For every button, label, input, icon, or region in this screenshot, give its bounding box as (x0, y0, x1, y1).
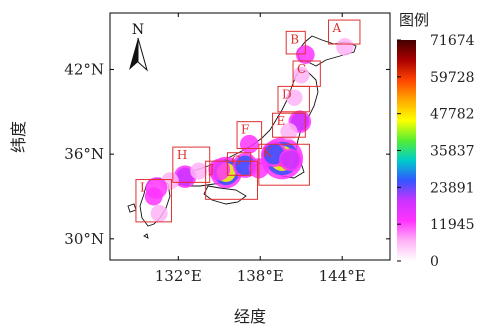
region-label-d: D (282, 87, 292, 101)
region-j: J (205, 160, 259, 200)
region-k: K (258, 143, 310, 186)
hotspot-11 (150, 204, 168, 222)
y-tick-label: 30°N (64, 230, 104, 248)
region-label-k: K (263, 145, 273, 159)
hotspot-4 (208, 158, 231, 181)
x-tick-label: 132°E (155, 267, 202, 285)
hotspot-17 (292, 66, 310, 84)
region-e: E (272, 112, 306, 138)
legend-ticks: 71674 59728 47782 35837 23891 11945 0 (397, 33, 475, 270)
y-tick-label: 42°N (64, 60, 104, 78)
legend-tick-label: 11945 (430, 217, 475, 233)
legend-colorbar (397, 40, 416, 261)
region-label-j: J (208, 162, 215, 176)
hotspot-18 (286, 89, 303, 106)
hotspot-16 (336, 38, 354, 56)
region-f: F (236, 121, 263, 149)
hotspot-15 (295, 45, 315, 64)
hotspot-14 (280, 122, 298, 141)
region-b: B (285, 30, 306, 55)
legend-tick-label: 23891 (430, 180, 475, 196)
legend: 图例 71674 59728 47782 35837 23891 11945 0 (397, 11, 475, 270)
x-axis-title: 经度 (234, 307, 266, 326)
region-label-i: I (140, 181, 145, 195)
legend-tick-label: 59728 (430, 70, 475, 86)
north-arrow-icon: N (129, 22, 148, 72)
legend-title: 图例 (399, 11, 429, 29)
region-label-b: B (290, 32, 299, 46)
y-axis-ticks: 42°N 36°N 30°N (64, 60, 390, 248)
hotspot-10 (144, 187, 163, 206)
region-i: I (135, 179, 172, 223)
legend-tick-label: 35837 (430, 144, 475, 160)
y-axis-title: 纬度 (9, 121, 28, 153)
region-h: H (172, 146, 211, 183)
north-label: N (132, 22, 144, 38)
region-label-c: C (297, 62, 306, 76)
legend-tick-label: 71674 (430, 33, 475, 49)
region-d: D (277, 85, 310, 113)
density-hotspots (144, 38, 354, 222)
region-label-f: F (241, 123, 249, 137)
hotspot-12 (239, 134, 259, 154)
region-a: A (328, 19, 361, 45)
x-tick-label: 144°E (319, 267, 366, 285)
hotspot-2 (278, 148, 302, 172)
region-label-a: A (332, 21, 342, 35)
region-label-e: E (277, 114, 286, 128)
y-tick-label: 36°N (64, 145, 104, 163)
legend-tick-label: 47782 (430, 107, 475, 123)
region-label-h: H (177, 148, 187, 162)
legend-tick-label: 0 (430, 254, 439, 270)
hotspot-19 (190, 162, 208, 180)
x-axis-ticks: 132°E 138°E 144°E (155, 13, 366, 285)
x-tick-label: 138°E (237, 267, 284, 285)
